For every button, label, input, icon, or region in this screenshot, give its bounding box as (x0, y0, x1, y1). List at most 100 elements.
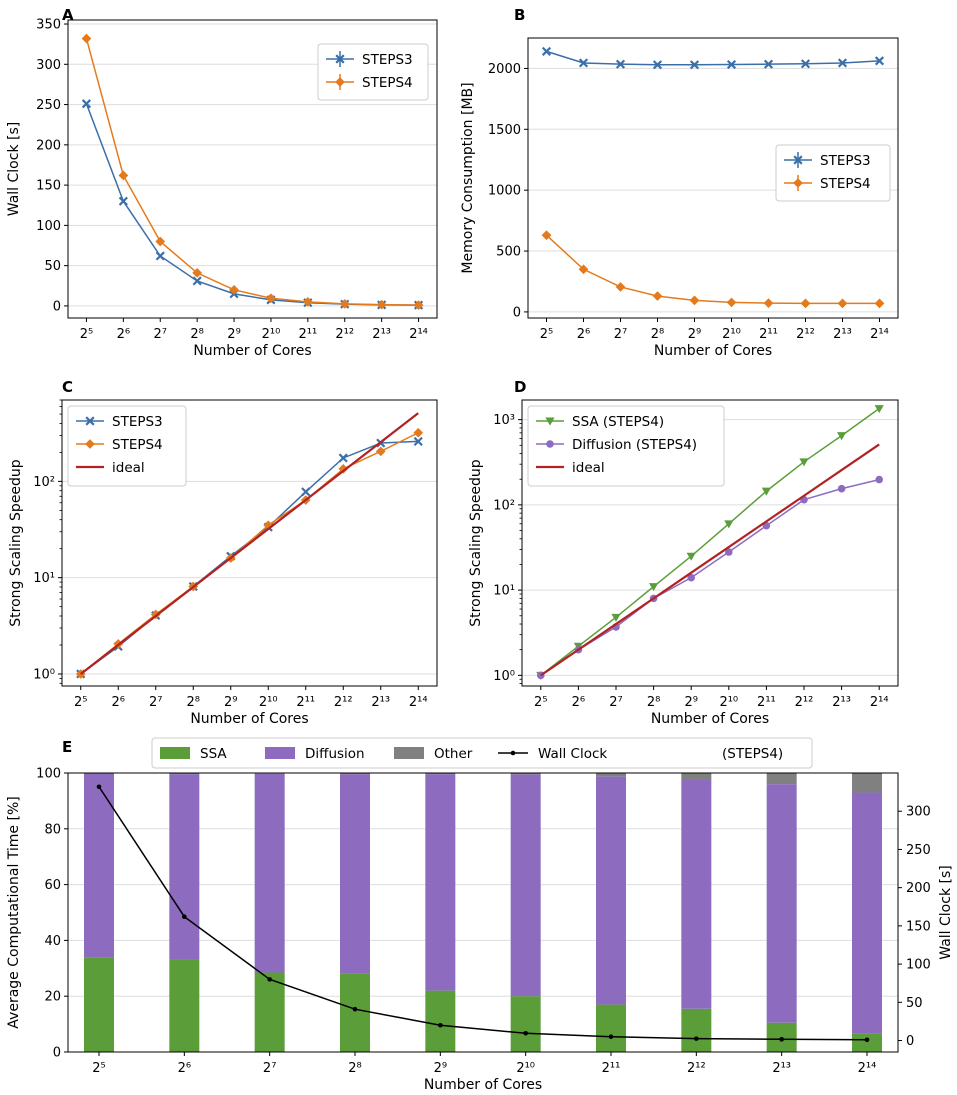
bar-ssa (596, 1004, 626, 1052)
x-tick-label: 2⁶ (117, 327, 130, 342)
y-tick-label: 20 (44, 990, 61, 1005)
panel-b-chart: B 0 500 1000 1500 2000 2⁵ 2⁶ 2⁷ 2⁸ 2⁹ 2¹⁰ 2¹¹ 2¹² 2¹³ 2… (460, 6, 899, 359)
data-point (837, 484, 846, 493)
y-tick-label: 1500 (488, 123, 521, 138)
legend-label: STEPS4 (112, 437, 163, 453)
x-tick-label: 2¹¹ (759, 327, 778, 342)
bar-ssa (340, 973, 370, 1052)
data-point (339, 298, 350, 309)
y-right-tick-label: 300 (906, 805, 931, 820)
legend-extra-label: (STEPS4) (722, 746, 783, 762)
data-point (265, 293, 276, 304)
bar-diffusion (425, 774, 456, 991)
y-right-tick-label: 200 (906, 881, 931, 896)
legend-label: STEPS3 (362, 52, 413, 68)
plot-frame (527, 37, 899, 319)
x-tick-label: 2⁸ (187, 695, 200, 710)
bar-diffusion (254, 773, 285, 973)
y-axis-label: Memory Consumption [MB] (460, 82, 476, 273)
series-wall-clock (96, 784, 870, 1043)
data-point (375, 446, 386, 457)
bar-diffusion (681, 779, 712, 1009)
x-tick-label: 2¹² (335, 327, 354, 342)
legend-marker (510, 750, 516, 756)
data-point (523, 1030, 528, 1036)
x-axis-label: Number of Cores (654, 343, 772, 359)
x-tick-label: 2¹¹ (296, 695, 315, 710)
x-tick-label: 2¹¹ (298, 327, 317, 342)
legend-label: SSA (200, 746, 227, 762)
panel-letter-d: D (514, 378, 526, 396)
data-point (182, 914, 187, 920)
panel-c-chart: C 10⁰ 10¹ 10² 2⁵ 2⁶ 2⁷ 2⁸ 2⁹ 2¹⁰ 2¹¹ 2¹² 2¹³ 2¹⁴ Numbe… (8, 378, 438, 727)
bar-diffusion (340, 774, 370, 974)
data-point (229, 284, 240, 295)
data-point (155, 236, 166, 247)
data-point (800, 298, 811, 309)
legend-label: ideal (572, 460, 605, 476)
legend: STEPS3 STEPS4 (775, 144, 891, 202)
x-tick-label: 2⁹ (688, 327, 701, 342)
legend-label: Wall Clock (538, 746, 607, 762)
bar-diffusion (169, 774, 200, 960)
series-steps4 (81, 33, 424, 311)
stacked-bars (84, 773, 882, 1052)
x-tick-label: 2¹² (796, 327, 815, 342)
bar-diffusion (84, 773, 114, 958)
bar-ssa (254, 972, 285, 1052)
y-tick-label: 60 (44, 878, 61, 893)
bar-other (340, 773, 370, 775)
legend: STEPS3 STEPS4 (317, 43, 429, 101)
bar-ssa (425, 990, 456, 1052)
data-point (302, 296, 313, 307)
data-point (763, 298, 774, 309)
legend-box (527, 405, 725, 487)
data-point (687, 573, 695, 582)
x-tick-label: 2⁶ (178, 1061, 191, 1076)
x-tick-label: 2¹⁰ (719, 695, 738, 710)
series-ideal (540, 443, 880, 677)
x-tick-label: 2¹³ (833, 327, 852, 342)
y-tick-label: 10³ (493, 413, 515, 428)
x-axis-label: Number of Cores (190, 711, 308, 727)
series-line (85, 38, 419, 306)
data-point (799, 458, 809, 467)
bar-ssa (84, 957, 114, 1052)
x-tick-label: 2⁸ (651, 327, 664, 342)
x-tick-label: 2⁷ (609, 695, 622, 710)
bar-diffusion (766, 784, 797, 1023)
data-point (338, 453, 348, 463)
x-tick-label: 2¹² (795, 695, 814, 710)
y-tick-label: 0 (53, 299, 61, 314)
data-point (541, 46, 552, 56)
bar-diffusion (510, 774, 541, 997)
legend-marker (85, 416, 95, 426)
data-point (96, 784, 102, 790)
legend-label: STEPS4 (362, 75, 413, 91)
bar-ssa (169, 959, 200, 1052)
y-tick-label: 40 (44, 934, 61, 949)
y-tick-label: 10¹ (493, 584, 515, 599)
panel-letter-e: E (62, 738, 72, 756)
data-point (118, 170, 129, 181)
legend-patch (265, 747, 295, 759)
y-tick-label: 2000 (488, 62, 521, 77)
data-point (192, 276, 202, 286)
x-tick-label: 2¹³ (832, 695, 851, 710)
x-tick-label: 2⁵ (74, 695, 87, 710)
x-tick-label: 2¹¹ (757, 695, 776, 710)
data-point (413, 427, 424, 438)
plot-frame (61, 399, 438, 687)
data-point (689, 60, 700, 70)
series-line (540, 478, 880, 676)
x-tick-label: 2¹⁰ (722, 327, 741, 342)
x-tick-label: 2⁹ (684, 695, 697, 710)
bar-ssa (852, 1033, 882, 1052)
y-tick-label: 350 (36, 18, 61, 33)
legend-label: STEPS4 (820, 176, 871, 192)
data-point (689, 295, 700, 306)
series-ideal (80, 412, 419, 675)
bar-diffusion (596, 776, 626, 1005)
bar-ssa (681, 1008, 712, 1052)
series-line (540, 443, 880, 677)
